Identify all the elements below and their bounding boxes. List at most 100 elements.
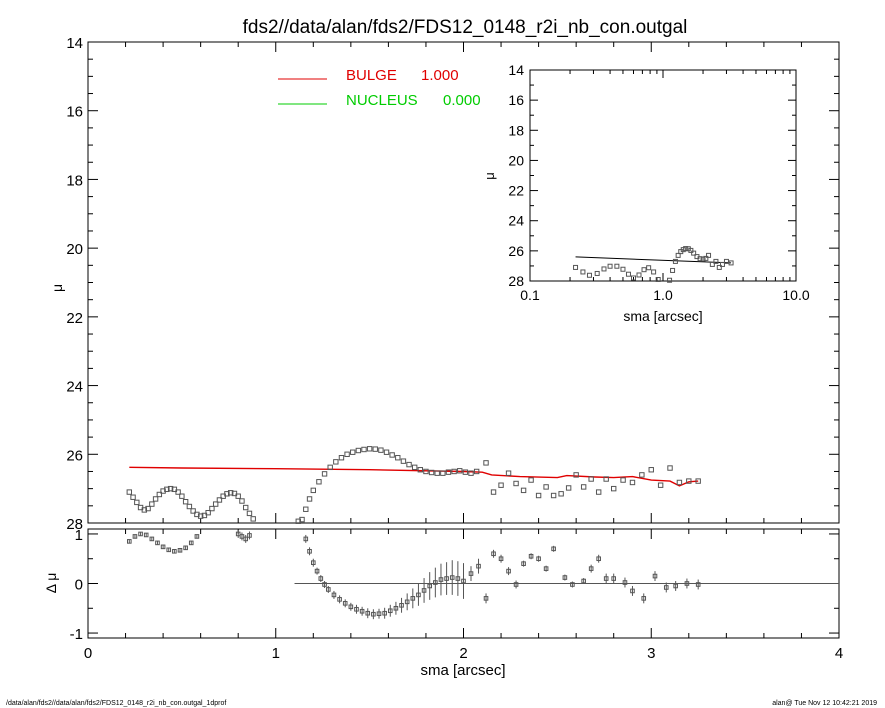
profile-data-point <box>686 478 692 484</box>
profile-data-point <box>243 504 249 511</box>
profile-data-point <box>299 516 305 523</box>
residual-data-point <box>132 534 138 539</box>
profile-data-point <box>205 509 211 516</box>
profile-data-point <box>145 505 151 512</box>
profile-data-point <box>667 465 673 471</box>
inset-ytick-label: 16 <box>508 92 524 108</box>
residual-data-point <box>354 606 359 612</box>
profile-data-point <box>473 468 480 475</box>
main-ytick-label: 22 <box>66 310 83 327</box>
inset-data-point <box>728 260 734 266</box>
residual-data-point <box>177 548 183 553</box>
main-ytick-label: 26 <box>66 447 83 464</box>
profile-data-point <box>639 472 645 478</box>
main-xlabel: sma [arcsec] <box>420 662 505 679</box>
profile-data-point <box>227 490 234 496</box>
profile-data-point <box>428 469 435 476</box>
residual-data-point <box>149 536 155 542</box>
inset-plot: 14 16 18 20 22 24 26 280.1 1.0 10.0 <box>508 62 809 303</box>
residual-data-point <box>673 583 678 589</box>
profile-data-point <box>411 464 418 471</box>
profile-data-point <box>156 491 163 498</box>
residual-data-point <box>611 576 617 581</box>
inset-data-point <box>641 267 647 273</box>
profile-data-point <box>595 489 602 495</box>
residual-data-point <box>387 608 393 614</box>
main-ytick-label: 24 <box>66 379 83 396</box>
inset-data-point <box>697 256 703 262</box>
residual-ytick-label: 0 <box>75 577 83 594</box>
main-ytick-label: 20 <box>66 241 83 258</box>
footer-file-path: /data/alan/fds2//data/alan/fds2/FDS12_01… <box>6 700 226 707</box>
residual-data-point <box>622 580 628 585</box>
residual-data-point <box>239 534 245 539</box>
profile-data-point <box>603 476 609 482</box>
inset-model-line <box>575 256 732 264</box>
profile-data-point <box>498 482 504 488</box>
legend-bulge-value: 1.000 <box>421 67 459 84</box>
profile-data-point <box>306 496 313 502</box>
inset-data-point <box>620 266 626 272</box>
residual-data-point <box>410 596 416 601</box>
residual-data-point <box>468 571 474 576</box>
profile-data-point <box>505 470 512 476</box>
profile-data-point <box>565 485 572 491</box>
residual-data-point <box>513 582 519 587</box>
legend: BULGE 1.000 NUCLEUS 0.000 <box>278 67 481 109</box>
main-ytick-label: 28 <box>66 516 83 533</box>
profile-data-point <box>445 469 452 475</box>
residual-data-point <box>314 568 320 574</box>
residual-data-point <box>172 548 177 554</box>
profile-data-point <box>611 485 617 492</box>
legend-bulge-name: BULGE <box>346 67 397 84</box>
profile-data-point <box>246 510 253 517</box>
residual-data-point <box>449 575 455 580</box>
profile-data-point <box>558 491 564 497</box>
residual-plot: 10-10 1 2 3 4 <box>70 527 844 662</box>
profile-data-point <box>676 479 683 486</box>
profile-data-point <box>620 477 626 483</box>
residual-data-point <box>536 556 541 562</box>
residual-data-point <box>365 610 371 616</box>
profile-data-point <box>406 461 412 468</box>
residual-data-point <box>235 531 241 537</box>
residual-xtick-label: 4 <box>835 645 843 662</box>
inset-data-point <box>716 264 722 270</box>
main-ytick-label: 14 <box>66 35 83 52</box>
profile-data-point <box>197 513 204 519</box>
profile-data-point <box>462 469 469 475</box>
profile-data-point <box>457 468 463 474</box>
residual-data-point <box>444 576 449 581</box>
inset-data-point <box>667 277 673 283</box>
residual-data-point <box>127 539 132 544</box>
profile-data-point <box>395 455 401 461</box>
profile-data-point <box>383 449 390 455</box>
profile-data-point <box>695 478 701 484</box>
inset-data-point <box>709 261 715 267</box>
residual-data-point <box>506 568 511 574</box>
residual-data-point <box>322 582 327 587</box>
profile-data-point <box>216 497 223 503</box>
residual-data-point <box>183 545 188 551</box>
legend-nucleus-name: NUCLEUS <box>346 92 418 109</box>
inset-ytick-label: 28 <box>508 273 524 289</box>
residual-data-point <box>461 578 466 584</box>
inset-data-point <box>675 252 681 258</box>
inset-data-point <box>688 247 694 253</box>
residual-data-point <box>359 608 365 614</box>
profile-data-point <box>303 506 309 512</box>
profile-data-point <box>355 447 362 454</box>
profile-data-point <box>483 460 489 466</box>
inset-data-point <box>670 267 676 273</box>
residual-data-point <box>498 556 504 562</box>
residual-data-point <box>348 604 354 610</box>
residual-data-point <box>155 540 160 546</box>
profile-data-point <box>201 512 208 519</box>
profile-data-point <box>451 468 457 475</box>
residual-data-point <box>371 611 376 617</box>
profile-data-point <box>212 501 219 507</box>
profile-data-point <box>423 468 429 475</box>
profile-data-point <box>344 451 350 457</box>
residual-data-point <box>543 566 549 571</box>
